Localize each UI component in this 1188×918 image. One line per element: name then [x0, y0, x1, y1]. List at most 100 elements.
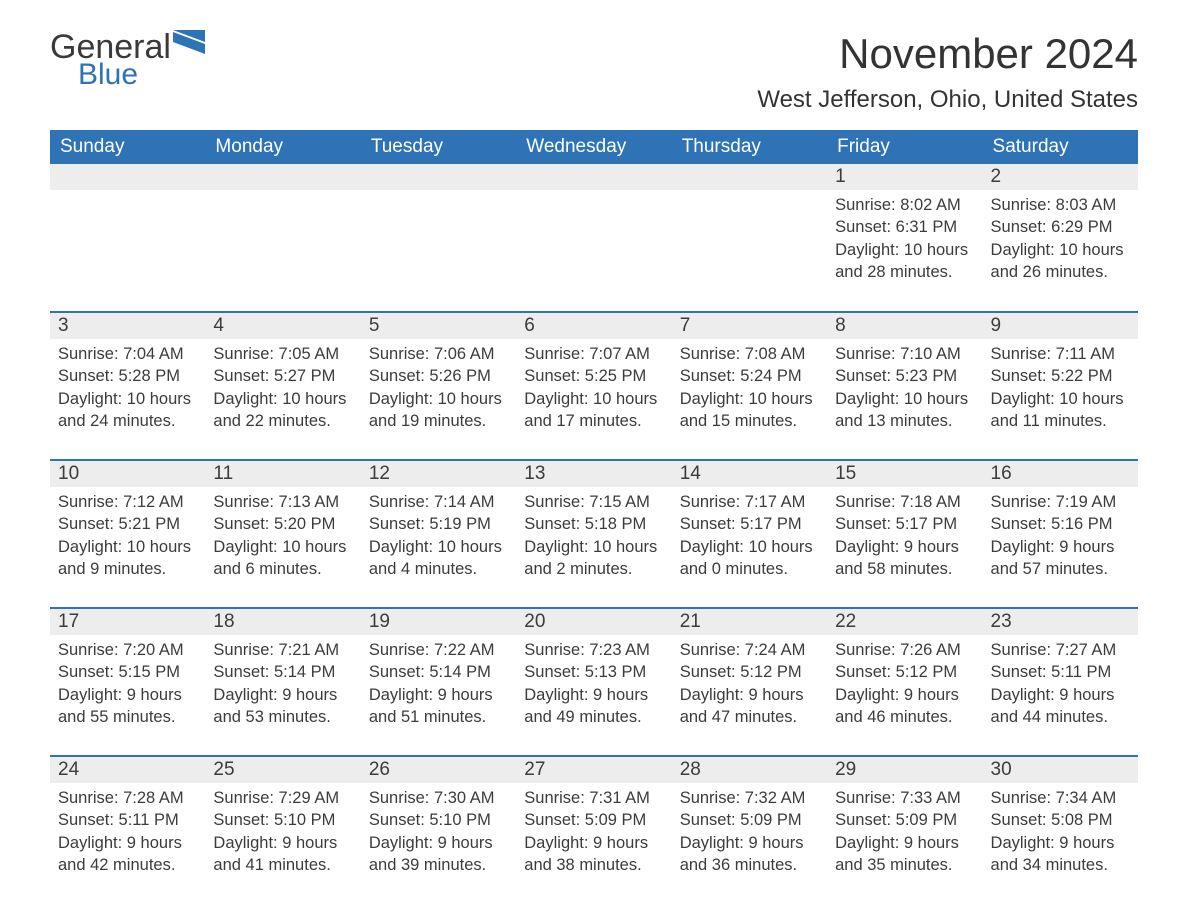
sunrise-line: Sunrise: 7:27 AM: [991, 639, 1130, 661]
sunset-line: Sunset: 5:25 PM: [524, 365, 663, 387]
sunset-line: Sunset: 6:31 PM: [835, 216, 974, 238]
day-detail: Sunrise: 7:06 AMSunset: 5:26 PMDaylight:…: [361, 339, 516, 436]
sunrise-line: Sunrise: 7:23 AM: [524, 639, 663, 661]
weekday-header: Thursday: [672, 130, 827, 164]
day-detail: Sunrise: 7:32 AMSunset: 5:09 PMDaylight:…: [672, 783, 827, 880]
sunrise-line: Sunrise: 7:12 AM: [58, 491, 197, 513]
calendar-day-cell: 12Sunrise: 7:14 AMSunset: 5:19 PMDayligh…: [361, 460, 516, 608]
daylight-line: Daylight: 10 hours and 13 minutes.: [835, 388, 974, 433]
day-number-bar: 26: [361, 757, 516, 783]
day-detail: Sunrise: 7:24 AMSunset: 5:12 PMDaylight:…: [672, 635, 827, 732]
calendar-week-row: 3Sunrise: 7:04 AMSunset: 5:28 PMDaylight…: [50, 312, 1138, 460]
day-detail: Sunrise: 7:05 AMSunset: 5:27 PMDaylight:…: [205, 339, 360, 436]
calendar-day-cell: 27Sunrise: 7:31 AMSunset: 5:09 PMDayligh…: [516, 756, 671, 904]
calendar-day-cell: 10Sunrise: 7:12 AMSunset: 5:21 PMDayligh…: [50, 460, 205, 608]
sunset-line: Sunset: 5:27 PM: [213, 365, 352, 387]
page-header: General Blue November 2024 West Jefferso…: [50, 30, 1138, 126]
calendar-day-cell: 8Sunrise: 7:10 AMSunset: 5:23 PMDaylight…: [827, 312, 982, 460]
day-number-bar: [672, 164, 827, 190]
calendar-day-cell: 22Sunrise: 7:26 AMSunset: 5:12 PMDayligh…: [827, 608, 982, 756]
calendar-day-cell: 9Sunrise: 7:11 AMSunset: 5:22 PMDaylight…: [983, 312, 1138, 460]
daylight-line: Daylight: 10 hours and 4 minutes.: [369, 536, 508, 581]
daylight-line: Daylight: 10 hours and 28 minutes.: [835, 239, 974, 284]
day-number-bar: 7: [672, 313, 827, 339]
day-detail: Sunrise: 7:11 AMSunset: 5:22 PMDaylight:…: [983, 339, 1138, 436]
sunset-line: Sunset: 6:29 PM: [991, 216, 1130, 238]
sunrise-line: Sunrise: 7:26 AM: [835, 639, 974, 661]
day-number-bar: 28: [672, 757, 827, 783]
sunrise-line: Sunrise: 7:15 AM: [524, 491, 663, 513]
sunset-line: Sunset: 5:11 PM: [991, 661, 1130, 683]
day-number-bar: [516, 164, 671, 190]
title-block: November 2024 West Jefferson, Ohio, Unit…: [757, 30, 1138, 126]
calendar-day-cell: 19Sunrise: 7:22 AMSunset: 5:14 PMDayligh…: [361, 608, 516, 756]
calendar-day-cell: [516, 164, 671, 312]
sunset-line: Sunset: 5:24 PM: [680, 365, 819, 387]
sunrise-line: Sunrise: 7:28 AM: [58, 787, 197, 809]
calendar-day-cell: 23Sunrise: 7:27 AMSunset: 5:11 PMDayligh…: [983, 608, 1138, 756]
day-detail: Sunrise: 7:31 AMSunset: 5:09 PMDaylight:…: [516, 783, 671, 880]
sunset-line: Sunset: 5:10 PM: [369, 809, 508, 831]
daylight-line: Daylight: 10 hours and 0 minutes.: [680, 536, 819, 581]
weekday-header: Sunday: [50, 130, 205, 164]
calendar-day-cell: 4Sunrise: 7:05 AMSunset: 5:27 PMDaylight…: [205, 312, 360, 460]
sunset-line: Sunset: 5:12 PM: [835, 661, 974, 683]
sunrise-line: Sunrise: 7:17 AM: [680, 491, 819, 513]
weekday-header: Wednesday: [516, 130, 671, 164]
weekday-header: Saturday: [983, 130, 1138, 164]
month-title: November 2024: [757, 30, 1138, 78]
daylight-line: Daylight: 9 hours and 39 minutes.: [369, 832, 508, 877]
day-number-bar: 3: [50, 313, 205, 339]
day-number-bar: 15: [827, 461, 982, 487]
sunrise-line: Sunrise: 7:11 AM: [991, 343, 1130, 365]
location-subtitle: West Jefferson, Ohio, United States: [757, 86, 1138, 114]
calendar-day-cell: 30Sunrise: 7:34 AMSunset: 5:08 PMDayligh…: [983, 756, 1138, 904]
sunrise-line: Sunrise: 7:06 AM: [369, 343, 508, 365]
day-number-bar: 25: [205, 757, 360, 783]
day-detail: Sunrise: 7:33 AMSunset: 5:09 PMDaylight:…: [827, 783, 982, 880]
calendar-day-cell: 21Sunrise: 7:24 AMSunset: 5:12 PMDayligh…: [672, 608, 827, 756]
day-number-bar: 12: [361, 461, 516, 487]
calendar-day-cell: 17Sunrise: 7:20 AMSunset: 5:15 PMDayligh…: [50, 608, 205, 756]
calendar-day-cell: 11Sunrise: 7:13 AMSunset: 5:20 PMDayligh…: [205, 460, 360, 608]
daylight-line: Daylight: 9 hours and 34 minutes.: [991, 832, 1130, 877]
daylight-line: Daylight: 10 hours and 24 minutes.: [58, 388, 197, 433]
calendar-day-cell: 3Sunrise: 7:04 AMSunset: 5:28 PMDaylight…: [50, 312, 205, 460]
calendar-day-cell: 16Sunrise: 7:19 AMSunset: 5:16 PMDayligh…: [983, 460, 1138, 608]
calendar-day-cell: 2Sunrise: 8:03 AMSunset: 6:29 PMDaylight…: [983, 164, 1138, 312]
sunrise-line: Sunrise: 7:33 AM: [835, 787, 974, 809]
daylight-line: Daylight: 9 hours and 58 minutes.: [835, 536, 974, 581]
sunset-line: Sunset: 5:09 PM: [680, 809, 819, 831]
day-detail: Sunrise: 8:02 AMSunset: 6:31 PMDaylight:…: [827, 190, 982, 287]
day-detail: Sunrise: 7:14 AMSunset: 5:19 PMDaylight:…: [361, 487, 516, 584]
day-number-bar: 22: [827, 609, 982, 635]
calendar-day-cell: 6Sunrise: 7:07 AMSunset: 5:25 PMDaylight…: [516, 312, 671, 460]
day-detail: Sunrise: 7:13 AMSunset: 5:20 PMDaylight:…: [205, 487, 360, 584]
sunrise-line: Sunrise: 7:24 AM: [680, 639, 819, 661]
sunrise-line: Sunrise: 7:05 AM: [213, 343, 352, 365]
sunrise-line: Sunrise: 8:02 AM: [835, 194, 974, 216]
calendar-week-row: 24Sunrise: 7:28 AMSunset: 5:11 PMDayligh…: [50, 756, 1138, 904]
day-detail: Sunrise: 7:10 AMSunset: 5:23 PMDaylight:…: [827, 339, 982, 436]
daylight-line: Daylight: 9 hours and 35 minutes.: [835, 832, 974, 877]
day-detail: Sunrise: 7:20 AMSunset: 5:15 PMDaylight:…: [50, 635, 205, 732]
daylight-line: Daylight: 9 hours and 55 minutes.: [58, 684, 197, 729]
day-number-bar: 21: [672, 609, 827, 635]
sunset-line: Sunset: 5:28 PM: [58, 365, 197, 387]
day-number-bar: 27: [516, 757, 671, 783]
calendar-day-cell: 1Sunrise: 8:02 AMSunset: 6:31 PMDaylight…: [827, 164, 982, 312]
daylight-line: Daylight: 10 hours and 17 minutes.: [524, 388, 663, 433]
sunset-line: Sunset: 5:21 PM: [58, 513, 197, 535]
day-detail: Sunrise: 7:12 AMSunset: 5:21 PMDaylight:…: [50, 487, 205, 584]
sunrise-calendar: SundayMondayTuesdayWednesdayThursdayFrid…: [50, 130, 1138, 904]
daylight-line: Daylight: 9 hours and 49 minutes.: [524, 684, 663, 729]
day-number-bar: 18: [205, 609, 360, 635]
day-number-bar: 20: [516, 609, 671, 635]
day-detail: Sunrise: 7:07 AMSunset: 5:25 PMDaylight:…: [516, 339, 671, 436]
sunset-line: Sunset: 5:17 PM: [835, 513, 974, 535]
day-detail: Sunrise: 7:26 AMSunset: 5:12 PMDaylight:…: [827, 635, 982, 732]
day-number-bar: 14: [672, 461, 827, 487]
calendar-day-cell: 29Sunrise: 7:33 AMSunset: 5:09 PMDayligh…: [827, 756, 982, 904]
sunset-line: Sunset: 5:13 PM: [524, 661, 663, 683]
calendar-day-cell: [672, 164, 827, 312]
